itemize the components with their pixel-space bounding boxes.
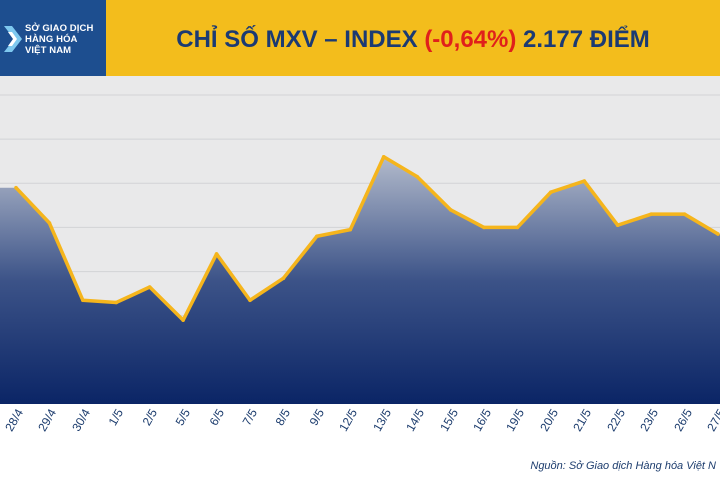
- logo: SỞ GIAO DỊCH HÀNG HÓA VIỆT NAM: [0, 0, 106, 76]
- chart-title: CHỈ SỐ MXV – INDEX (-0,64%) 2.177 ĐIỂM: [106, 26, 720, 54]
- data-point: [682, 212, 687, 216]
- data-point: [147, 285, 152, 289]
- data-point: [181, 318, 185, 322]
- data-point: [716, 232, 720, 236]
- logo-text-line-3: VIỆT NAM: [25, 45, 72, 56]
- title-change: (-0,64%): [424, 26, 517, 53]
- title-value: 2.177 ĐIỂM: [523, 26, 650, 53]
- title-prefix: CHỈ SỐ MXV – INDEX: [176, 26, 418, 53]
- data-point: [649, 212, 653, 216]
- data-point: [14, 185, 18, 190]
- index-area: [0, 156, 720, 404]
- data-point: [582, 179, 587, 183]
- data-point: [515, 225, 520, 230]
- data-point: [47, 221, 52, 225]
- data-point: [281, 276, 286, 280]
- data-point: [248, 298, 252, 303]
- data-point: [214, 252, 219, 256]
- logo-chevron-icon: [4, 26, 22, 52]
- data-point: [381, 155, 386, 159]
- data-point: [448, 207, 453, 212]
- logo-text-line-2: HÀNG HÓA: [25, 34, 78, 45]
- chart-header: SỞ GIAO DỊCH HÀNG HÓA VIỆT NAM CHỈ SỐ MX…: [0, 0, 720, 76]
- data-point: [315, 234, 319, 239]
- logo-text-line-1: SỞ GIAO DỊCH: [25, 23, 94, 34]
- data-point: [415, 174, 419, 179]
- data-point: [114, 300, 119, 305]
- index-line: [14, 155, 719, 322]
- data-point: [549, 190, 553, 194]
- data-point: [81, 298, 85, 303]
- data-point: [482, 225, 486, 230]
- source-note: Nguồn: Sở Giao dịch Hàng hóa Việt N: [530, 460, 716, 472]
- data-point: [615, 223, 620, 228]
- data-point: [348, 227, 353, 232]
